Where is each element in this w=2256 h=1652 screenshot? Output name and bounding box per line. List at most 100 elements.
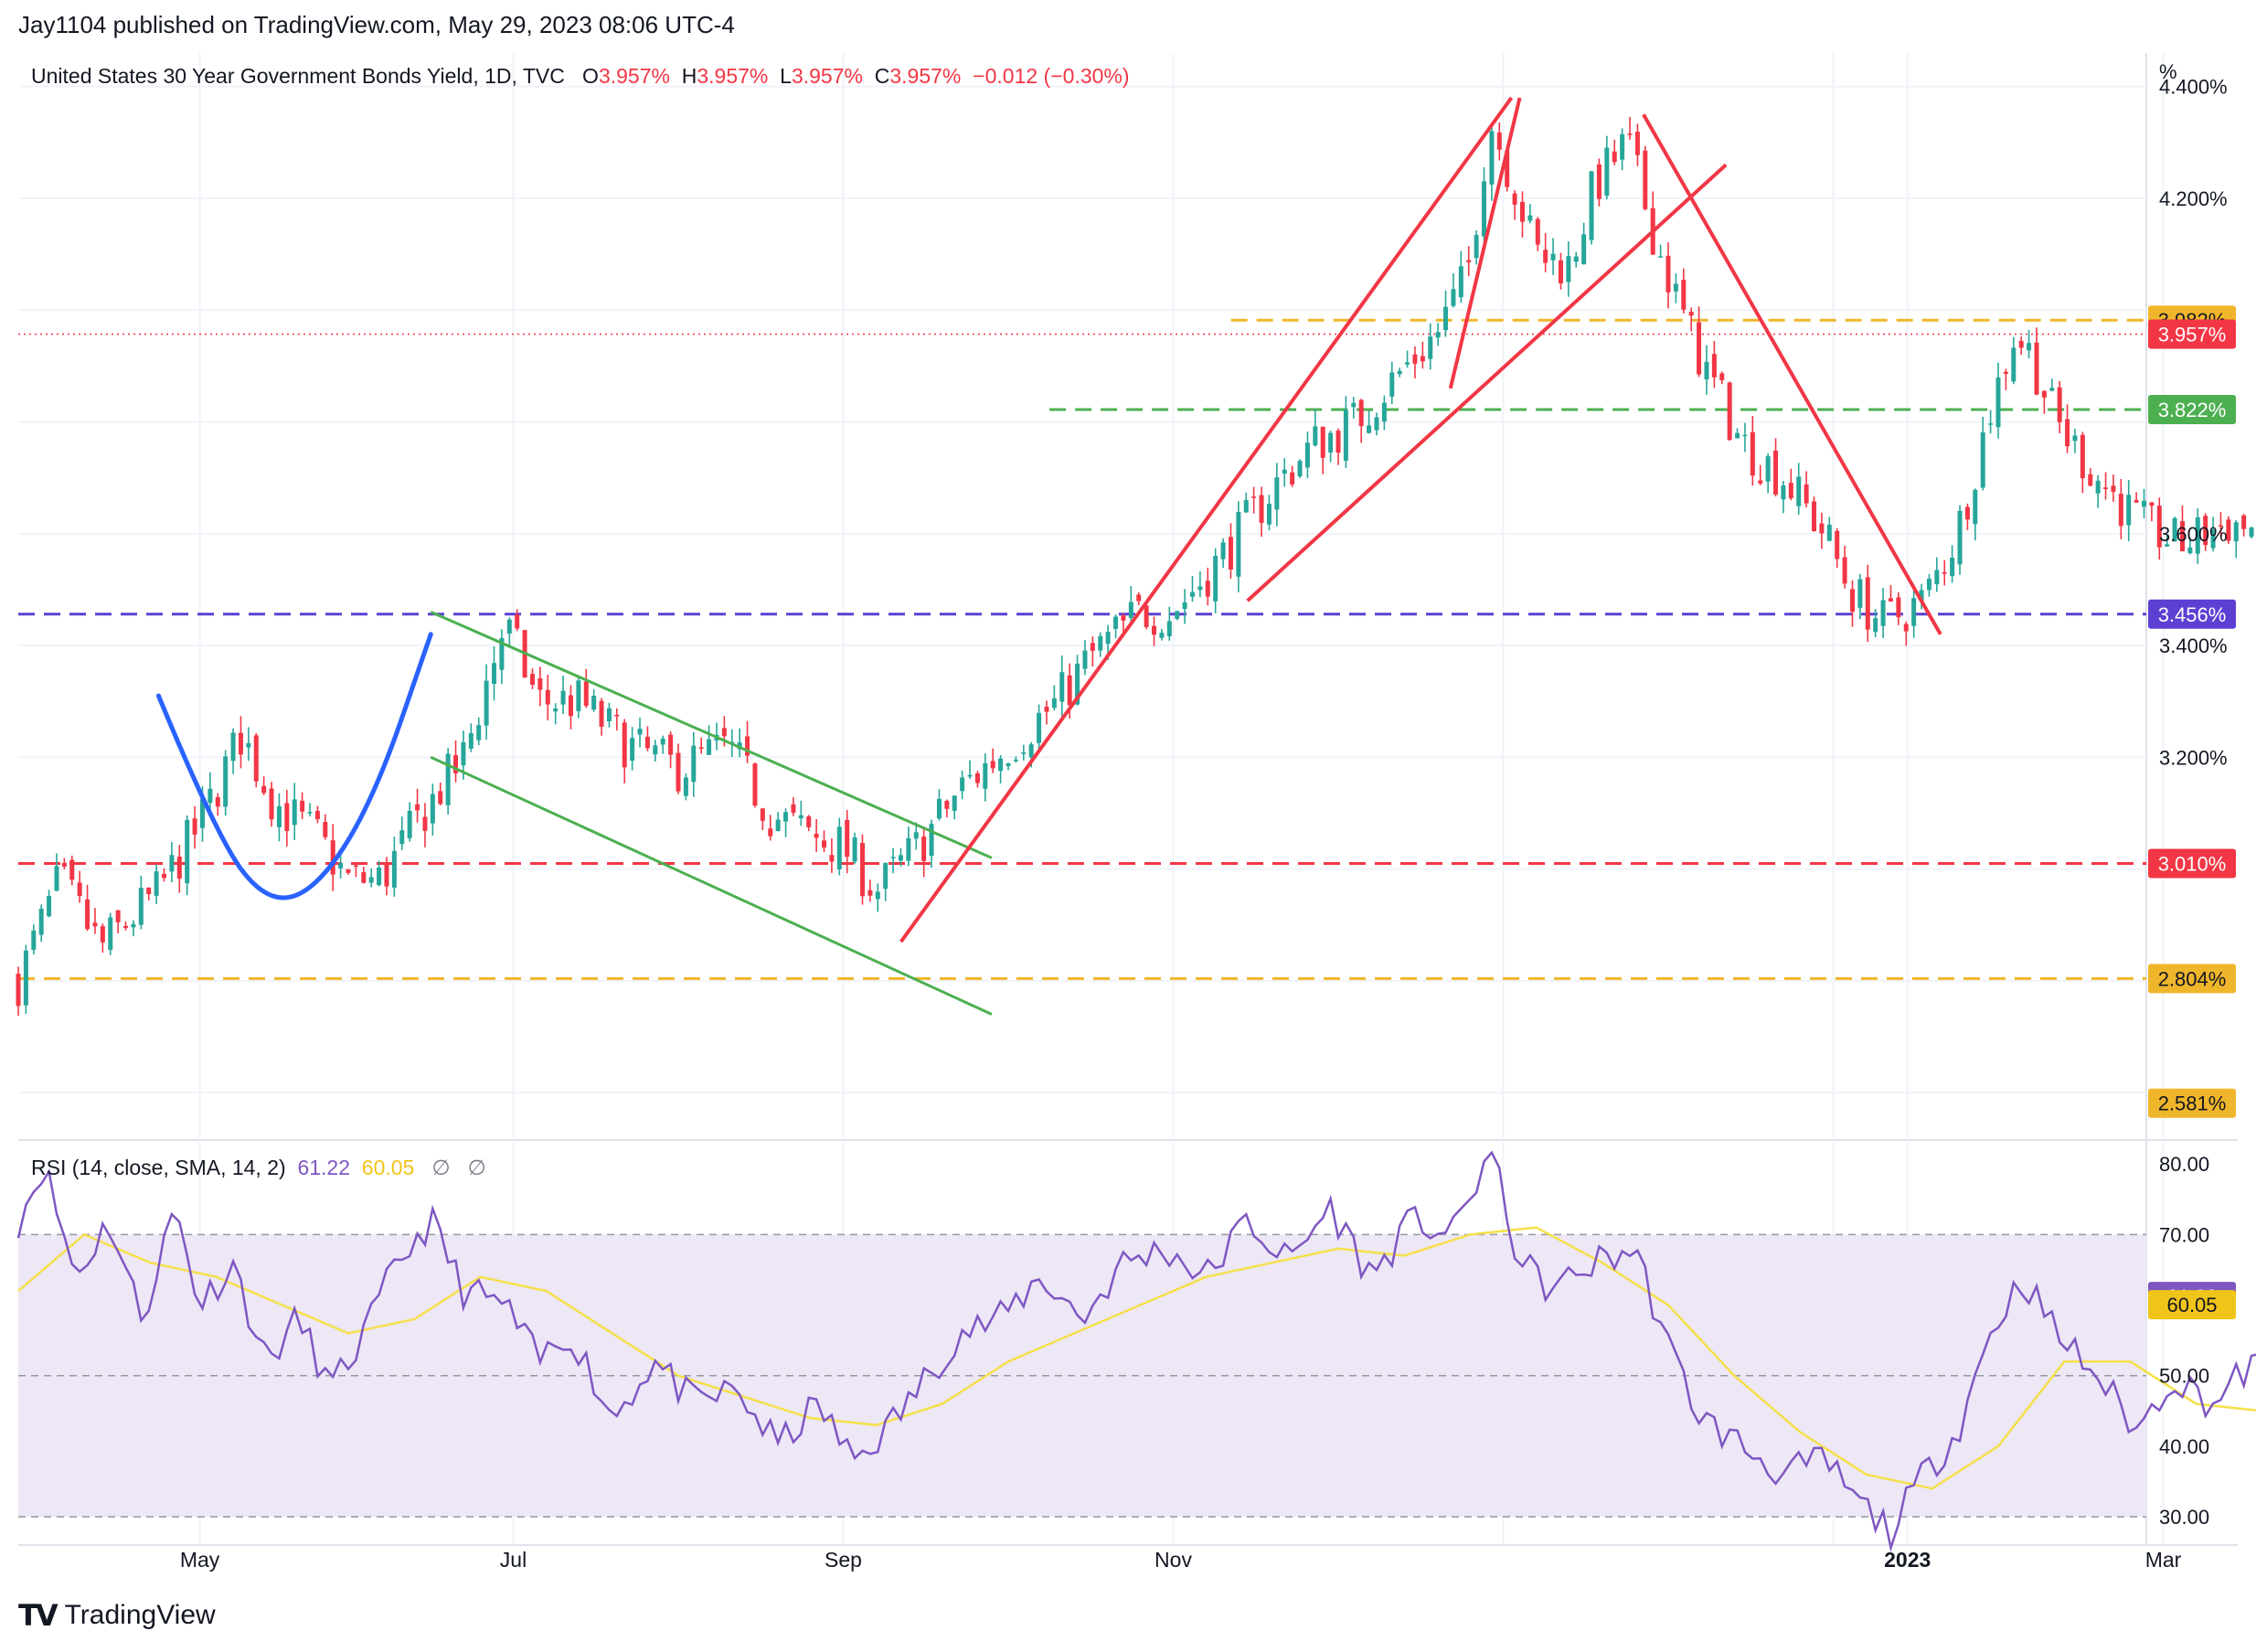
candle-body — [230, 732, 236, 762]
rsi-tag: 60.05 — [2166, 1294, 2217, 1316]
rsi-legend[interactable]: RSI (14, close, SMA, 14, 2) 61.22 60.05 … — [31, 1156, 486, 1180]
candle-body — [1082, 650, 1088, 669]
candle-body — [2095, 480, 2101, 494]
rsi-extra-2: ∅ — [467, 1156, 486, 1179]
candle-body — [1505, 150, 1510, 187]
candle-body — [622, 722, 627, 768]
candle-body — [1381, 402, 1387, 422]
candle-body — [867, 890, 873, 896]
candle-body — [1665, 255, 1671, 293]
candle-body — [1980, 432, 1985, 488]
symbol-legend[interactable]: United States 30 Year Government Bonds Y… — [31, 64, 1130, 89]
candle-body — [1888, 598, 1893, 602]
rsi-name[interactable]: RSI (14, close, SMA, 14, 2) — [31, 1156, 286, 1179]
candle-body — [31, 930, 37, 950]
candle-body — [2027, 343, 2032, 351]
trend-line[interactable] — [1642, 113, 1942, 635]
candle-body — [1374, 417, 1379, 431]
candle-body — [591, 696, 597, 710]
candle-body — [2179, 521, 2185, 551]
price-pane[interactable] — [18, 53, 2146, 1137]
candle-body — [1704, 361, 1709, 380]
candle-body — [906, 837, 911, 861]
candle-body — [199, 799, 205, 828]
candle-body — [1558, 260, 1563, 283]
candle-body — [1243, 499, 1249, 513]
time-axis-tick: May — [180, 1548, 220, 1572]
candle-body — [898, 855, 903, 861]
candle-body — [529, 674, 535, 686]
candle-body — [1596, 164, 1602, 199]
candle-body — [300, 800, 305, 812]
rsi-axis-tick: 50.00 — [2159, 1365, 2209, 1388]
candle-body — [1589, 171, 1594, 240]
candle-body — [1113, 616, 1119, 629]
candle-body — [1826, 524, 1832, 541]
candle-body — [1781, 485, 1786, 500]
price-axis-tick: 3.200% — [2159, 746, 2228, 769]
candle-body — [814, 833, 819, 838]
rsi-line[interactable] — [16, 1150, 2256, 1552]
candle-body — [1405, 362, 1410, 365]
candle-body — [1144, 605, 1149, 627]
candle-body — [1543, 250, 1548, 263]
price-tag: 2.581% — [2158, 1092, 2227, 1115]
time-axis-tick: Sep — [825, 1548, 862, 1572]
candle-body — [890, 857, 896, 858]
candle-body — [1435, 332, 1441, 338]
candle-body — [1266, 504, 1272, 525]
candle-body — [660, 738, 665, 745]
change-value: −0.012 (−0.30%) — [973, 64, 1130, 88]
candle-body — [967, 774, 973, 777]
candle-body — [630, 738, 635, 762]
candle-body — [368, 877, 374, 883]
candle-body — [1865, 577, 1870, 630]
candle-body — [1658, 256, 1664, 258]
time-axis-tick: 2023 — [1884, 1548, 1931, 1572]
candle-body — [2011, 347, 2017, 382]
candle-body — [936, 798, 942, 819]
cup-drawing[interactable] — [155, 632, 433, 901]
candle-body — [983, 762, 988, 789]
price-unit-label: % — [2159, 60, 2177, 83]
candle-body — [760, 808, 765, 821]
candle-body — [614, 714, 620, 717]
candle-body — [1964, 506, 1970, 520]
candle-body — [752, 763, 758, 806]
candle-body — [192, 818, 197, 835]
rsi-sma-line[interactable] — [17, 1226, 2256, 1490]
candle-body — [1550, 253, 1556, 261]
candle-body — [783, 812, 789, 822]
candle-body — [1159, 633, 1165, 638]
candle-body — [1519, 201, 1525, 222]
candle-body — [576, 680, 581, 711]
candle-body — [77, 882, 82, 897]
candle-body — [683, 777, 688, 796]
candle-body — [162, 873, 167, 879]
trend-line[interactable] — [1448, 97, 1522, 389]
candle-body — [775, 819, 781, 832]
candle-body — [1880, 600, 1886, 626]
candle-body — [553, 708, 559, 712]
candle-body — [353, 865, 358, 868]
candle-body — [131, 923, 136, 928]
candle-body — [1367, 425, 1372, 433]
candle-body — [253, 735, 259, 782]
candle-body — [1697, 322, 1702, 375]
trend-line[interactable] — [1246, 163, 1728, 602]
symbol-name[interactable]: United States 30 Year Government Bonds Y… — [31, 64, 565, 88]
candle-body — [1098, 635, 1103, 651]
candle-body — [1634, 132, 1640, 155]
candle-body — [2134, 499, 2139, 503]
candle-body — [515, 614, 520, 629]
trend-line[interactable] — [899, 96, 1514, 943]
candle-body — [2218, 525, 2223, 528]
tradingview-footer[interactable]: 𝗧𝗩 TradingView — [18, 1598, 216, 1633]
channel-line[interactable] — [430, 755, 993, 1016]
candle-body — [208, 788, 213, 804]
publisher-caption: Jay1104 published on TradingView.com, Ma… — [18, 11, 735, 38]
channel-line[interactable] — [430, 610, 993, 859]
candle-body — [169, 855, 175, 872]
time-axis-tick: Jul — [500, 1548, 527, 1572]
